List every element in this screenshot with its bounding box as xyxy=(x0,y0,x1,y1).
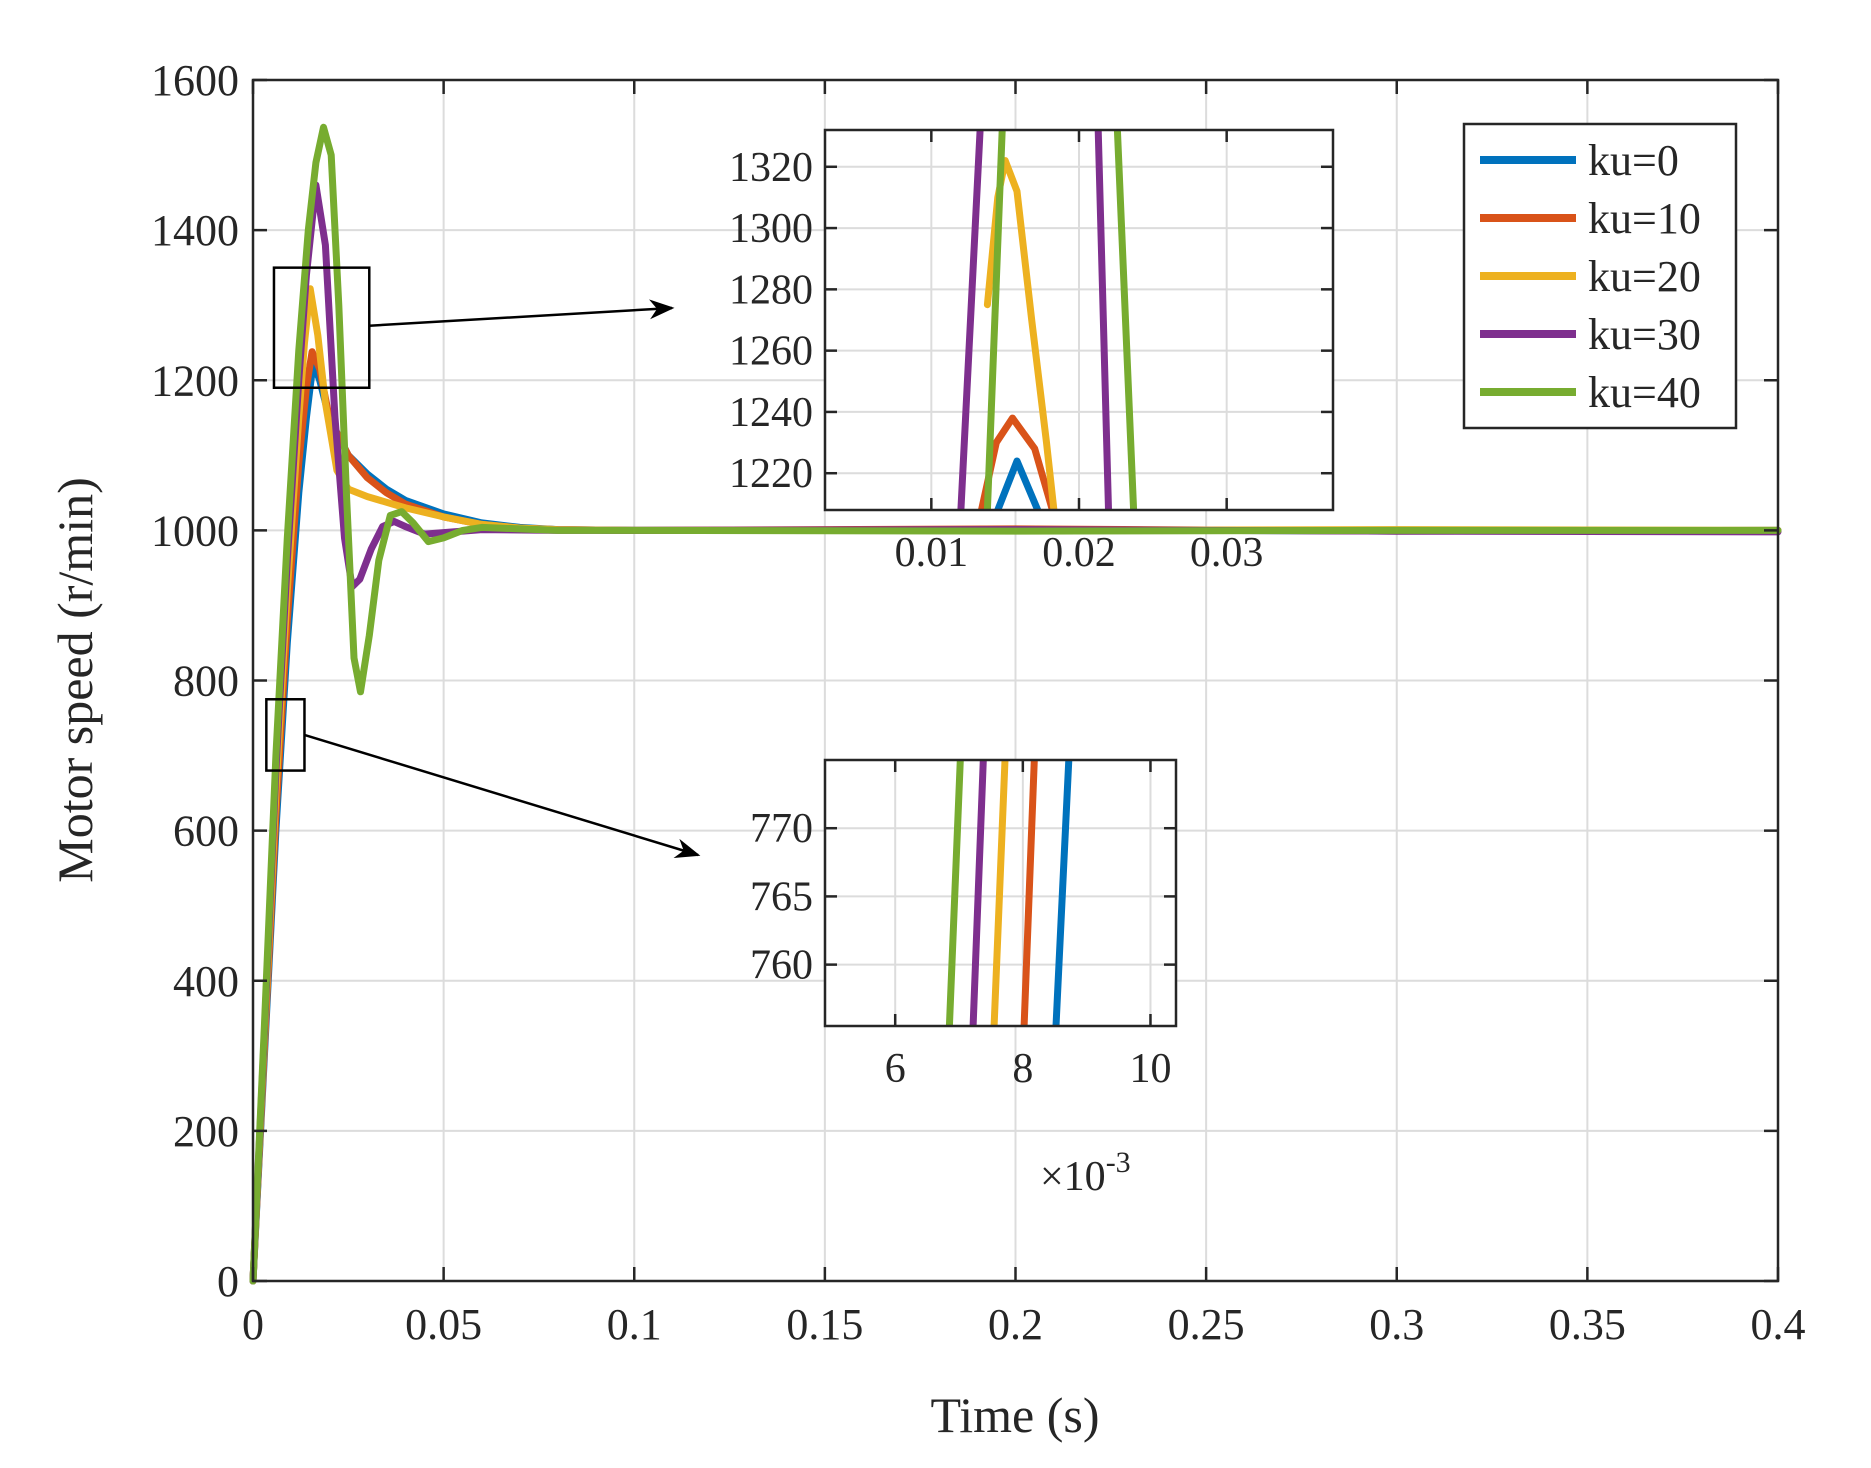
inset-series-line-ku-0 xyxy=(994,457,1042,510)
inset-frame xyxy=(823,128,1335,512)
y-tick-label: 400 xyxy=(173,957,239,1006)
inset-series-line-ku-40 xyxy=(945,760,964,1026)
multiplier-exponent: -3 xyxy=(1106,1146,1131,1179)
legend-label: ku=10 xyxy=(1588,194,1701,243)
inset-x-tick-label: 0.02 xyxy=(1042,530,1116,576)
inset-series xyxy=(945,760,1073,1026)
inset-y-tick-label: 1300 xyxy=(729,206,813,252)
y-tick-label: 1600 xyxy=(151,56,239,105)
zoom-box-top xyxy=(272,266,371,390)
inset-series-line-ku-30 xyxy=(957,130,1112,510)
y-tick-label: 1400 xyxy=(151,206,239,255)
zoom-arrow-bottom xyxy=(304,733,701,858)
x-tick-label: 0.4 xyxy=(1751,1300,1806,1349)
x-tick-label: 0.15 xyxy=(786,1300,863,1349)
x-tick-label: 0.2 xyxy=(988,1300,1043,1349)
inset-x-tick-label: 8 xyxy=(1012,1046,1033,1092)
inset-y-tick-label: 760 xyxy=(750,943,813,989)
inset-top-zoom: 0.01 0.02 0.03 1220 1240 1260 1280 1300 1320 xyxy=(729,128,1335,576)
y-tick-label: 200 xyxy=(173,1107,239,1156)
inset-y-tick-label: 1320 xyxy=(729,145,813,191)
zoom-annotations xyxy=(265,266,701,858)
inset-series-line-ku-0 xyxy=(1052,760,1073,1026)
inset-y-tick-label: 1220 xyxy=(729,451,813,497)
legend-label: ku=30 xyxy=(1588,310,1701,359)
inset-series-line-ku-10 xyxy=(1020,760,1038,1026)
inset-x-tick-label: 6 xyxy=(885,1046,906,1092)
inset-series-line-ku-40 xyxy=(983,130,1138,510)
y-tick-label: 1000 xyxy=(151,506,239,555)
series-line-ku-40 xyxy=(249,123,1782,1285)
legend: ku=0 ku=10 ku=20 ku=30 ku=40 xyxy=(1462,122,1738,430)
y-axis-title: Motor speed (r/min) xyxy=(47,477,103,882)
x-tick-label: 0.1 xyxy=(607,1300,662,1349)
legend-label: ku=0 xyxy=(1588,136,1679,185)
inset-bottom-zoom: 6 8 10 760 765 770 xyxy=(750,758,1178,1092)
x-tick-label: 0.05 xyxy=(405,1300,482,1349)
inset-x-tick-label: 0.01 xyxy=(895,530,969,576)
inset-y-tick-label: 770 xyxy=(750,806,813,852)
zoom-arrow-top xyxy=(369,299,675,327)
inset-series xyxy=(957,130,1138,510)
inset-y-tick-label: 765 xyxy=(750,874,813,920)
inset-x-tick-label: 10 xyxy=(1129,1046,1171,1092)
y-tick-label: 600 xyxy=(173,807,239,856)
inset-frame xyxy=(823,758,1178,1028)
y-tick-label: 800 xyxy=(173,657,239,706)
inset-y-tick-label: 1280 xyxy=(729,267,813,313)
multiplier-base: ×10 xyxy=(1040,1154,1106,1200)
inset-x-tick-label: 0.03 xyxy=(1190,530,1264,576)
legend-label: ku=20 xyxy=(1588,252,1701,301)
y-tick-label: 1200 xyxy=(151,356,239,405)
inset-bottom-multiplier: ×10-3 xyxy=(1040,1146,1131,1200)
y-tick-label: 0 xyxy=(217,1257,239,1306)
x-axis-title: Time (s) xyxy=(930,1387,1099,1443)
inset-series-line-ku-20 xyxy=(990,760,1009,1026)
x-tick-label: 0.3 xyxy=(1369,1300,1424,1349)
legend-label: ku=40 xyxy=(1588,368,1701,417)
main-ticks: 0 0.05 0.1 0.15 0.2 0.25 0.3 0.35 0.4 0 200 400 600 8… xyxy=(151,56,1806,1349)
inset-y-tick-label: 1260 xyxy=(729,329,813,375)
x-tick-label: 0.35 xyxy=(1549,1300,1626,1349)
inset-series-line-ku-30 xyxy=(969,760,987,1026)
main-plot-area xyxy=(249,123,1782,1285)
x-tick-label: 0.25 xyxy=(1168,1300,1245,1349)
x-tick-label: 0 xyxy=(242,1300,264,1349)
inset-y-tick-label: 1240 xyxy=(729,390,813,436)
